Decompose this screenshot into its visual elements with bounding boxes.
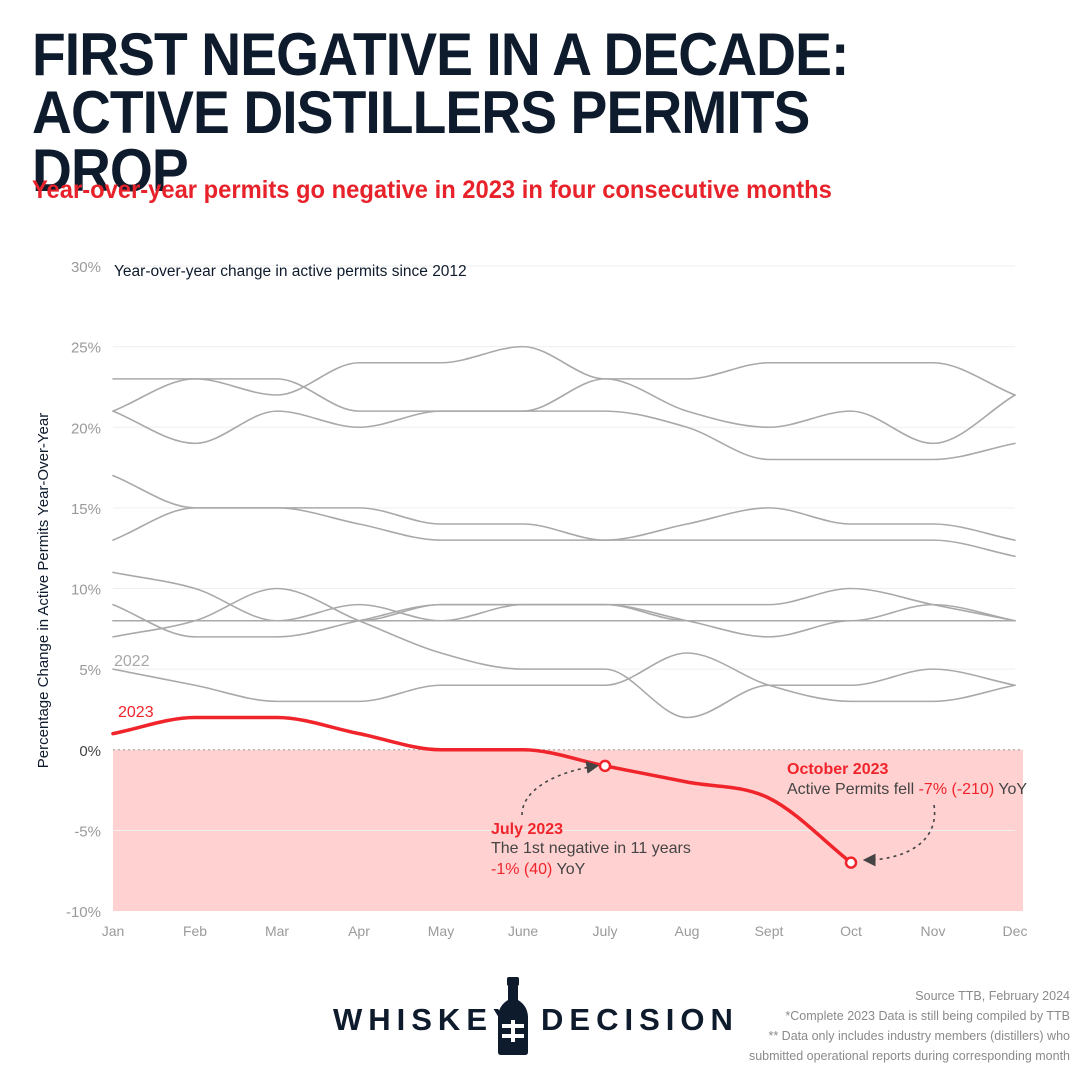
october-annotation-prefix: Active Permits fell <box>787 781 919 798</box>
highlight-points <box>598 759 858 869</box>
x-tick-label: Oct <box>840 923 862 939</box>
x-axis-ticks: Jan Feb Mar Apr May June July Aug Sept Oct Nov Dec <box>102 923 1028 939</box>
series-line-context <box>112 345 1016 412</box>
y-axis-label: Percentage Change in Active Permits Year… <box>35 413 52 768</box>
x-tick-label: Mar <box>265 923 289 939</box>
x-tick-label: Jan <box>102 923 125 939</box>
y-tick-label: 30% <box>71 259 101 276</box>
y-axis-ticks: 30% 25% 20% 15% 10% 5% 0% -5% -10% <box>66 259 101 921</box>
x-tick-label: Apr <box>348 923 370 939</box>
series-line-context <box>112 507 1016 541</box>
source-line-3: ** Data only includes industry members (… <box>768 1029 1070 1043</box>
y-tick-label: 20% <box>71 420 101 437</box>
july-annotation-line1: The 1st negative in 11 years <box>491 840 691 857</box>
label-2023: 2023 <box>118 704 154 721</box>
y-tick-label: 0% <box>79 743 101 760</box>
july-point <box>598 759 612 773</box>
series-line-context <box>112 474 1016 558</box>
label-2022: 2022 <box>114 653 150 670</box>
y-tick-label: 5% <box>79 662 101 679</box>
y-tick-label: 15% <box>71 501 101 518</box>
source-line-2: *Complete 2023 Data is still being compi… <box>785 1009 1070 1023</box>
source-line-1: Source TTB, February 2024 <box>915 989 1070 1003</box>
brand-wordmark-right: DECISION <box>541 1002 739 1037</box>
source-line-4: submitted operational reports during cor… <box>748 1049 1070 1063</box>
july-annotation-title: July 2023 <box>491 821 563 838</box>
title-line-1: First Negative In A Decade: <box>32 21 849 88</box>
october-annotation-line: Active Permits fell -7% (-210) YoY <box>787 781 1027 798</box>
y-tick-label: 10% <box>71 582 101 599</box>
series-line-context <box>112 652 1016 703</box>
x-tick-label: Feb <box>183 923 207 939</box>
october-annotation-arrow <box>862 804 936 867</box>
x-tick-label: Aug <box>675 923 700 939</box>
july-annotation-value: -1% (40) <box>491 861 552 878</box>
x-tick-label: May <box>428 923 454 939</box>
gridlines <box>113 265 1023 831</box>
october-point <box>844 856 858 869</box>
series-line-context <box>112 571 1016 622</box>
title-line-2: Active Distillers Permits Drop <box>32 79 810 204</box>
x-tick-label: July <box>593 923 618 939</box>
october-annotation-suffix: YoY <box>994 781 1027 798</box>
x-tick-label: Sept <box>755 923 784 939</box>
page-subtitle: Year-over-year permits go negative in 20… <box>32 176 832 204</box>
july-annotation-suffix: YoY <box>552 861 585 878</box>
x-tick-label: Dec <box>1003 923 1028 939</box>
series-line-2023 <box>111 715 853 865</box>
page-title: First Negative In A Decade: Active Disti… <box>32 21 970 204</box>
series-line-context <box>112 378 1016 445</box>
october-annotation-title: October 2023 <box>787 761 888 778</box>
y-tick-label: -5% <box>74 823 101 840</box>
july-annotation-line2: -1% (40) YoY <box>491 861 586 878</box>
chart-title: Year-over-year change in active permits … <box>114 263 467 280</box>
july-annotation-arrow <box>521 761 600 816</box>
series-lines <box>111 345 1016 865</box>
series-line-context <box>112 378 1016 461</box>
series-line-context <box>112 603 1016 638</box>
source-notes: Source TTB, February 2024 *Complete 2023… <box>749 986 1070 1066</box>
series-line-context <box>112 587 1016 719</box>
x-tick-label: June <box>508 923 539 939</box>
october-annotation-value: -7% (-210) <box>919 781 995 798</box>
y-tick-label: 25% <box>71 340 101 357</box>
x-tick-label: Nov <box>921 923 946 939</box>
brand-wordmark-left: WHISKEY <box>333 1002 520 1037</box>
bottle-icon <box>498 977 528 1055</box>
y-tick-label: -10% <box>66 904 101 921</box>
